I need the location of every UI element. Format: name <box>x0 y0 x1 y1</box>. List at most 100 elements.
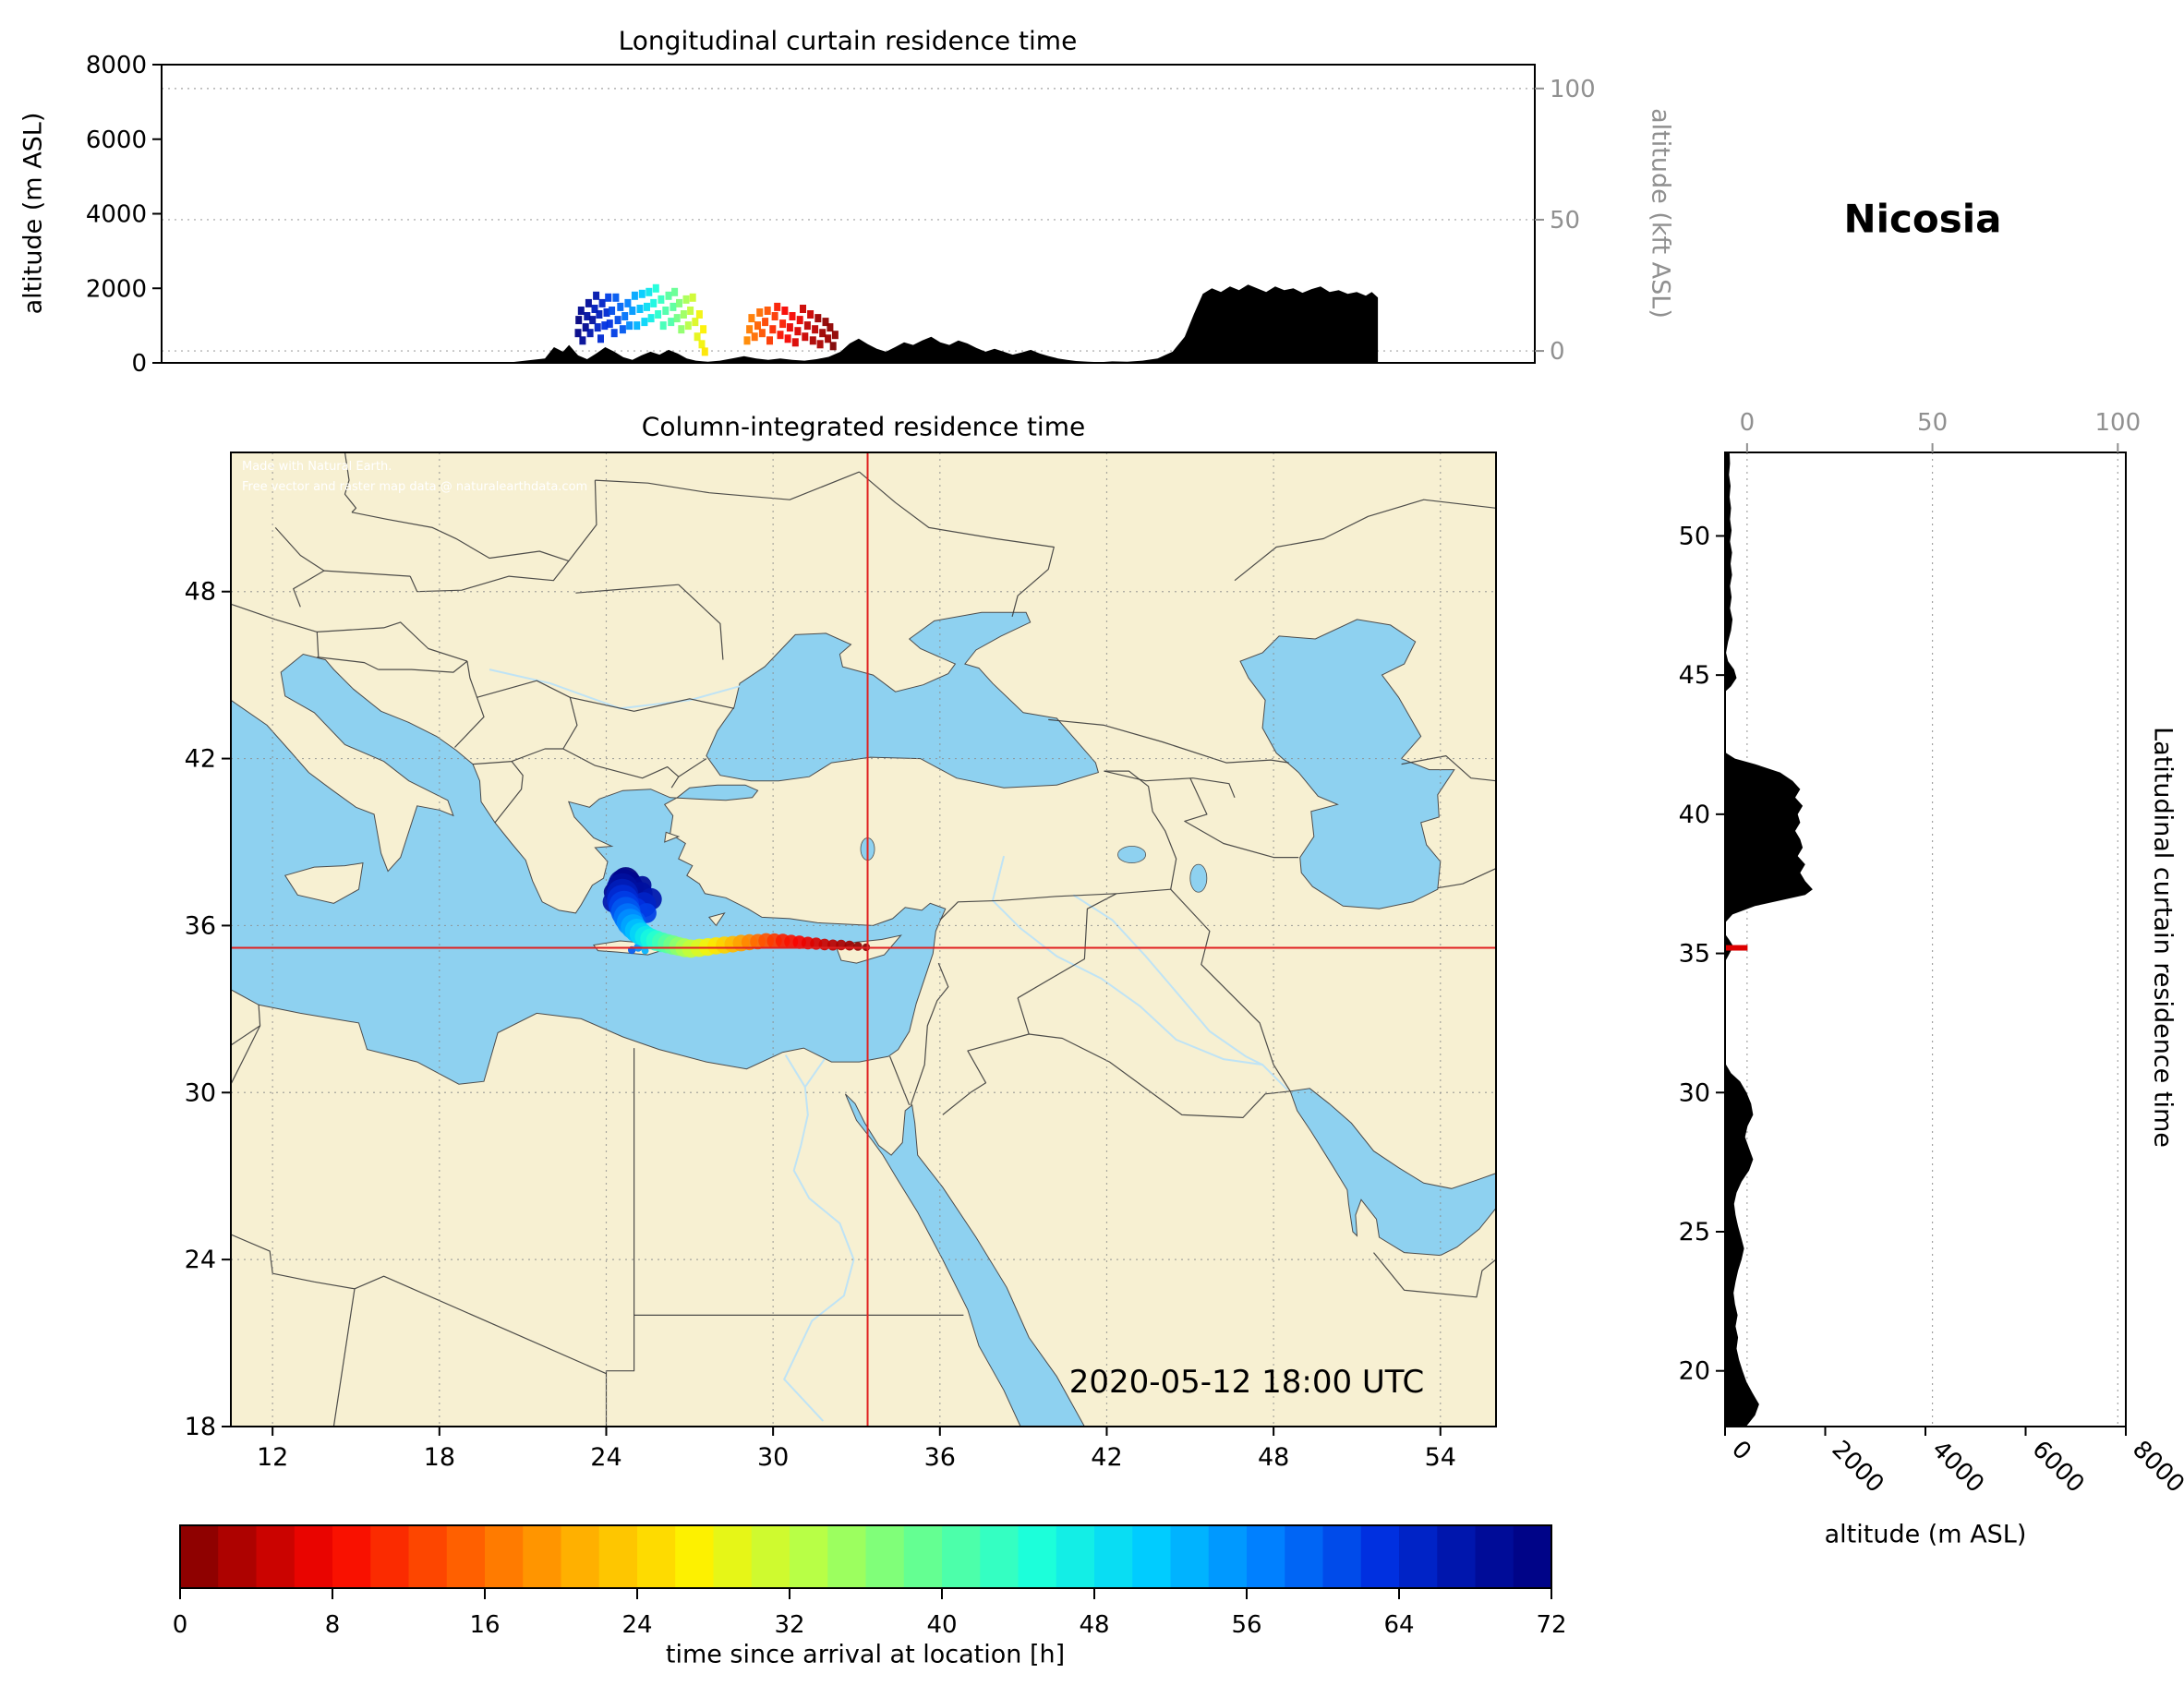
map-attribution-line2: Free vector and raster map data @ natura… <box>242 480 588 494</box>
tick-label: 4000 <box>1926 1436 1989 1499</box>
country-border <box>231 1025 261 1085</box>
country-border <box>1184 777 1299 859</box>
map-title: Column-integrated residence time <box>641 411 1086 442</box>
country-border <box>910 962 949 1105</box>
river <box>991 855 1288 1091</box>
tick-label: 40 <box>1679 801 1710 829</box>
tick-label: 20 <box>1679 1357 1710 1386</box>
tick-label: 30 <box>185 1078 216 1107</box>
country-border <box>344 452 357 513</box>
colorbar-label: time since arrival at location [h] <box>665 1640 1066 1669</box>
river <box>1072 894 1263 1066</box>
tick-label: 6000 <box>2027 1436 2090 1499</box>
station-marker <box>1725 945 1748 951</box>
datetime-label: 2020-05-12 18:00 UTC <box>1068 1364 1425 1401</box>
island-polygon <box>708 912 726 927</box>
tick-label: 4000 <box>86 201 147 229</box>
tick-label: 56 <box>1231 1611 1261 1639</box>
tick-label: 50 <box>1550 207 1580 235</box>
tick-label: 24 <box>185 1246 216 1274</box>
tick-label: 30 <box>757 1443 789 1472</box>
country-border <box>678 584 724 660</box>
country-border <box>1029 1033 1291 1119</box>
lat-curtain-panel: 20 25 30 35 40 45 50 0 2000 4000 6000 8000 0 50 100 <box>1679 409 2184 1499</box>
station-title: Nicosia <box>1843 196 2002 242</box>
island-polygon <box>664 831 681 843</box>
tick-label: 0 <box>1740 409 1756 437</box>
country-border <box>1104 770 1236 799</box>
island-polygon <box>284 862 364 904</box>
colorbar: 0 8 16 24 32 40 48 56 64 72 <box>173 1524 1567 1639</box>
country-border <box>323 570 411 577</box>
country-border <box>1234 499 1496 582</box>
river <box>784 1054 806 1088</box>
country-border <box>605 1315 635 1427</box>
tick-label: 18 <box>424 1443 455 1472</box>
tick-label: 40 <box>926 1611 957 1639</box>
sea-polygon <box>231 653 947 1085</box>
country-border <box>942 997 1030 1115</box>
country-border <box>354 1275 607 1375</box>
lake <box>1189 863 1208 893</box>
map-panel <box>231 452 1496 1427</box>
lake <box>1117 846 1147 863</box>
tick-label: 48 <box>185 578 216 607</box>
country-border <box>1017 893 1117 999</box>
tick-label: 100 <box>2094 409 2141 437</box>
tick-label: 50 <box>1679 522 1710 550</box>
country-border <box>562 748 680 789</box>
lat-curtain-xlabel: altitude (m ASL) <box>1824 1520 2027 1549</box>
country-border <box>231 603 276 620</box>
country-border <box>859 471 1055 617</box>
tick-label: 18 <box>185 1413 216 1441</box>
country-border <box>494 761 524 824</box>
tick-label: 16 <box>469 1611 500 1639</box>
country-border <box>378 660 468 673</box>
tick-label: 24 <box>590 1443 621 1472</box>
country-border <box>1373 1252 1496 1298</box>
tick-label: 48 <box>1258 1443 1289 1472</box>
tick-label: 36 <box>924 1443 956 1472</box>
country-border <box>570 696 735 712</box>
country-border <box>317 621 468 662</box>
tick-label: 6000 <box>86 126 147 154</box>
tick-label: 45 <box>1679 661 1710 690</box>
tick-label: 8000 <box>86 52 147 79</box>
country-border <box>595 471 860 500</box>
tick-label: 8000 <box>2127 1436 2184 1499</box>
country-border <box>332 1288 356 1427</box>
tick-label: 42 <box>185 745 216 774</box>
sea-polygon <box>844 1093 1085 1427</box>
country-border <box>1170 888 1291 1092</box>
country-border <box>575 584 679 594</box>
tick-label: 35 <box>1679 940 1710 969</box>
tick-label: 0 <box>131 350 147 378</box>
country-border <box>1401 754 1496 782</box>
country-border <box>1437 868 1496 889</box>
lon-curtain-ylabel: altitude (m ASL) <box>18 112 48 315</box>
country-border <box>568 480 597 561</box>
country-border <box>1048 718 1289 764</box>
country-border <box>678 758 707 777</box>
tick-label: 64 <box>1383 1611 1414 1639</box>
map-axes: 12 18 24 30 36 42 48 54 18 24 30 36 42 48 <box>185 452 1497 1472</box>
tick-label: 42 <box>1091 1443 1122 1472</box>
river <box>783 1087 855 1422</box>
tick-label: 0 <box>1550 338 1565 366</box>
tick-label: 30 <box>1679 1078 1710 1107</box>
country-border <box>939 888 1171 921</box>
lon-curtain-title: Longitudinal curtain residence time <box>618 25 1078 56</box>
tick-label: 72 <box>1536 1611 1566 1639</box>
terrain-profile-lon <box>176 284 1379 363</box>
tick-label: 2000 <box>1827 1436 1889 1499</box>
river <box>803 1058 826 1088</box>
country-border <box>351 512 569 562</box>
sea-polygon <box>1239 619 1455 909</box>
tick-label: 48 <box>1079 1611 1109 1639</box>
tick-label: 0 <box>173 1611 188 1639</box>
lon-curtain-plume <box>574 283 839 356</box>
lon-curtain-ylabel-kft: altitude (kft ASL) <box>1646 108 1675 319</box>
tick-label: 54 <box>1425 1443 1456 1472</box>
